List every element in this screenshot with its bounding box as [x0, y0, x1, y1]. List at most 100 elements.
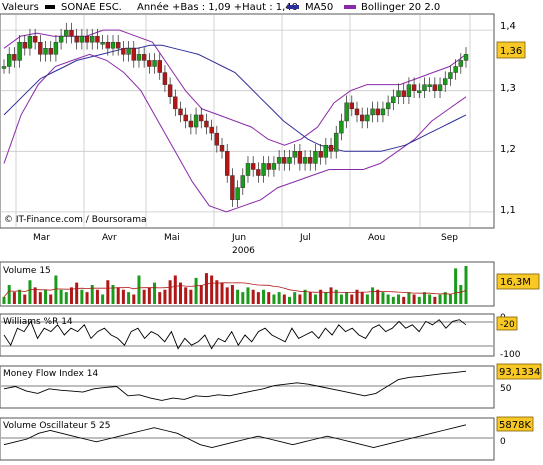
- volume-bar: [49, 294, 53, 304]
- candle-body: [95, 35, 100, 43]
- candle-body: [427, 84, 432, 87]
- candle-body: [214, 132, 220, 146]
- williams-last: -20: [500, 320, 515, 330]
- volume-bar: [371, 287, 375, 304]
- volume-bar: [345, 292, 349, 304]
- volume-bar: [251, 289, 255, 304]
- candle-body: [391, 96, 396, 104]
- candle-body: [339, 120, 344, 134]
- candle-body: [276, 157, 282, 164]
- candle-body: [157, 60, 162, 73]
- volume-bar: [28, 280, 32, 304]
- valeurs-label: Valeurs: [2, 2, 39, 13]
- volume-bar: [225, 287, 229, 304]
- candle-body: [105, 42, 111, 49]
- volume-bar: [189, 289, 193, 304]
- candle-body: [396, 90, 401, 97]
- volume-bar: [236, 289, 240, 304]
- volume-bar: [69, 287, 73, 304]
- volume-bar: [417, 296, 421, 304]
- year-range: Année +Bas : 1,09 +Haut : 1,40: [137, 1, 298, 13]
- candle-body: [204, 120, 209, 128]
- candle-body: [167, 84, 173, 97]
- candle-body: [84, 35, 90, 43]
- candle-body: [422, 84, 427, 91]
- volume-bar: [106, 280, 110, 304]
- month-label: Mar: [33, 233, 50, 243]
- candle-body: [32, 35, 38, 43]
- williams-line: [3, 319, 467, 350]
- volume-bar: [246, 287, 250, 304]
- volume-bar: [204, 273, 208, 304]
- candle-body: [219, 145, 225, 152]
- volume-bar: [376, 289, 380, 304]
- volume-bar: [111, 285, 115, 304]
- candle-body: [53, 42, 59, 55]
- candle-body: [90, 35, 95, 43]
- candle-body: [318, 151, 323, 158]
- candle-body: [302, 157, 308, 164]
- stock-name: SONAE ESC.: [61, 2, 122, 13]
- candle-body: [131, 48, 136, 61]
- volume-bar: [178, 282, 182, 304]
- candle-body: [245, 163, 251, 176]
- mfi-last-box: [496, 363, 542, 380]
- volume-bar: [163, 289, 167, 304]
- volume-bar: [54, 275, 58, 304]
- candles: [1, 22, 469, 208]
- volume-bar: [147, 287, 151, 304]
- candle-body: [282, 157, 287, 164]
- candle-body: [27, 35, 33, 49]
- ma50-line: [3, 44, 467, 152]
- candle-body: [375, 108, 380, 116]
- candle-body: [417, 90, 422, 93]
- volume-bar: [153, 282, 157, 304]
- volume-bar: [277, 292, 281, 304]
- volume-bar: [464, 266, 468, 304]
- volume-bar: [241, 292, 245, 304]
- candle-body: [6, 54, 12, 67]
- volume-bar: [288, 296, 292, 304]
- candle-body: [256, 169, 261, 176]
- candle-body: [235, 187, 240, 200]
- candle-body: [43, 48, 48, 55]
- williams-panel-frame: [0, 313, 495, 357]
- candle-body: [12, 54, 17, 61]
- candle-body: [308, 157, 313, 164]
- grid-lines: [1, 15, 493, 227]
- candle-body: [178, 108, 183, 116]
- bollinger-lower-line: [3, 53, 467, 213]
- candle-body: [64, 29, 69, 37]
- candle-body: [271, 163, 277, 170]
- candle-body: [323, 145, 329, 158]
- volume-bar: [334, 289, 338, 304]
- candle-body: [74, 35, 79, 43]
- volume-bar: [282, 294, 286, 304]
- volume-bar: [80, 289, 84, 304]
- bollinger-marker: [344, 5, 356, 9]
- price-tick: 1,3: [500, 83, 516, 94]
- volume-bar: [59, 289, 63, 304]
- month-label: Jun: [231, 233, 246, 243]
- volume-bar: [64, 292, 68, 304]
- volume-bar: [313, 294, 317, 304]
- volume-bar: [459, 285, 463, 304]
- volume-bar: [428, 294, 432, 304]
- candle-body: [448, 72, 453, 79]
- candle-body: [100, 42, 105, 45]
- candle-body: [349, 102, 354, 110]
- candle-body: [411, 84, 417, 91]
- candle-body: [188, 120, 194, 128]
- volume-bar: [267, 292, 271, 304]
- volume-bar: [303, 289, 307, 304]
- candle-body: [58, 35, 64, 43]
- mfi-last: 93,1334: [499, 367, 540, 378]
- volume-bar: [210, 275, 214, 304]
- bollinger-bands: [3, 29, 467, 213]
- volume-bar: [184, 287, 188, 304]
- bollinger-upper-line: [3, 29, 467, 146]
- month-label: Jul: [299, 233, 311, 243]
- volume-bar: [386, 294, 390, 304]
- candle-body: [193, 114, 199, 128]
- volume-bar: [272, 294, 276, 304]
